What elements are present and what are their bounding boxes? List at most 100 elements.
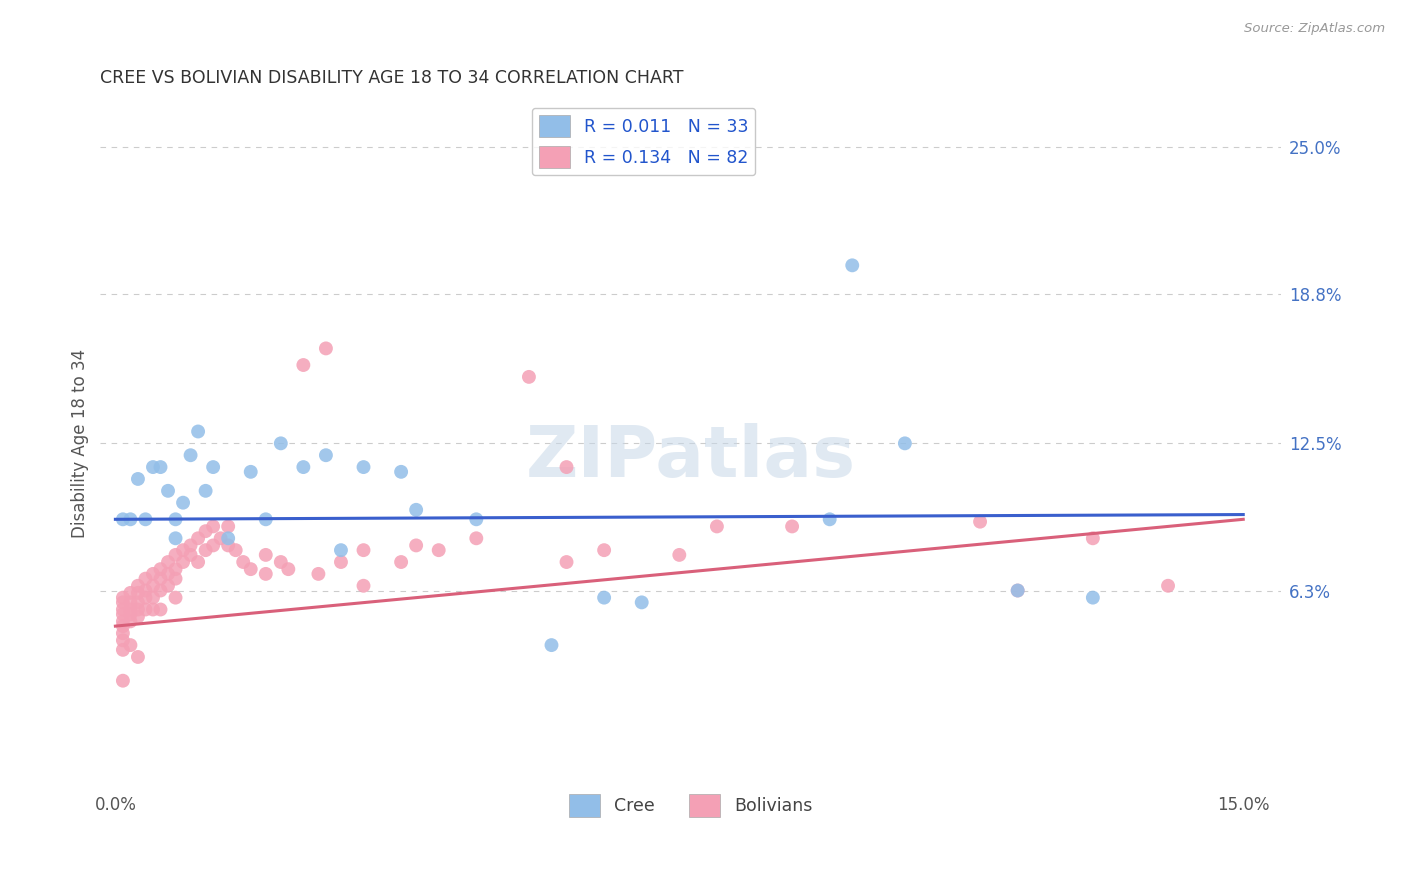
Point: [668, 548, 690, 562]
Point: [894, 436, 917, 450]
Point: [405, 538, 427, 552]
Point: [465, 512, 488, 526]
Point: [180, 448, 202, 462]
Point: [270, 436, 292, 450]
Text: ZIPatlas: ZIPatlas: [526, 423, 856, 491]
Point: [292, 358, 315, 372]
Point: [389, 555, 412, 569]
Point: [134, 591, 156, 605]
Point: [127, 472, 149, 486]
Point: [165, 572, 187, 586]
Point: [142, 566, 165, 581]
Point: [232, 555, 254, 569]
Point: [134, 572, 156, 586]
Point: [120, 615, 142, 629]
Point: [142, 460, 165, 475]
Point: [127, 609, 149, 624]
Point: [187, 555, 209, 569]
Point: [149, 572, 172, 586]
Point: [120, 586, 142, 600]
Point: [1007, 583, 1029, 598]
Point: [120, 595, 142, 609]
Point: [1081, 591, 1104, 605]
Point: [202, 538, 225, 552]
Point: [254, 566, 277, 581]
Point: [330, 543, 353, 558]
Point: [111, 633, 134, 648]
Point: [540, 638, 562, 652]
Point: [157, 566, 180, 581]
Point: [157, 555, 180, 569]
Point: [517, 370, 540, 384]
Point: [120, 602, 142, 616]
Point: [157, 579, 180, 593]
Point: [202, 460, 225, 475]
Point: [120, 512, 142, 526]
Point: [1007, 583, 1029, 598]
Point: [111, 607, 134, 622]
Point: [172, 543, 194, 558]
Text: CREE VS BOLIVIAN DISABILITY AGE 18 TO 34 CORRELATION CHART: CREE VS BOLIVIAN DISABILITY AGE 18 TO 34…: [100, 69, 683, 87]
Point: [142, 602, 165, 616]
Point: [127, 650, 149, 665]
Point: [353, 543, 375, 558]
Point: [165, 512, 187, 526]
Point: [209, 531, 232, 545]
Point: [127, 602, 149, 616]
Point: [149, 562, 172, 576]
Point: [315, 342, 337, 356]
Point: [165, 591, 187, 605]
Point: [593, 591, 616, 605]
Point: [841, 258, 863, 272]
Point: [353, 460, 375, 475]
Point: [111, 619, 134, 633]
Point: [142, 591, 165, 605]
Point: [172, 496, 194, 510]
Point: [405, 503, 427, 517]
Point: [307, 566, 329, 581]
Point: [630, 595, 652, 609]
Point: [239, 465, 262, 479]
Point: [217, 531, 239, 545]
Point: [111, 602, 134, 616]
Point: [593, 543, 616, 558]
Point: [555, 460, 578, 475]
Point: [134, 602, 156, 616]
Point: [194, 524, 217, 538]
Point: [239, 562, 262, 576]
Point: [149, 602, 172, 616]
Point: [187, 425, 209, 439]
Point: [127, 586, 149, 600]
Point: [254, 512, 277, 526]
Point: [127, 579, 149, 593]
Text: Source: ZipAtlas.com: Source: ZipAtlas.com: [1244, 22, 1385, 36]
Point: [202, 519, 225, 533]
Point: [353, 579, 375, 593]
Point: [180, 538, 202, 552]
Point: [142, 579, 165, 593]
Point: [254, 548, 277, 562]
Point: [225, 543, 247, 558]
Point: [706, 519, 728, 533]
Point: [149, 583, 172, 598]
Point: [277, 562, 299, 576]
Point: [818, 512, 841, 526]
Point: [111, 595, 134, 609]
Point: [127, 595, 149, 609]
Point: [165, 562, 187, 576]
Point: [165, 548, 187, 562]
Point: [111, 512, 134, 526]
Y-axis label: Disability Age 18 to 34: Disability Age 18 to 34: [72, 349, 89, 538]
Point: [149, 460, 172, 475]
Point: [969, 515, 991, 529]
Point: [270, 555, 292, 569]
Point: [157, 483, 180, 498]
Point: [427, 543, 450, 558]
Point: [134, 583, 156, 598]
Point: [555, 555, 578, 569]
Point: [465, 531, 488, 545]
Point: [780, 519, 803, 533]
Point: [330, 555, 353, 569]
Point: [1157, 579, 1180, 593]
Point: [120, 638, 142, 652]
